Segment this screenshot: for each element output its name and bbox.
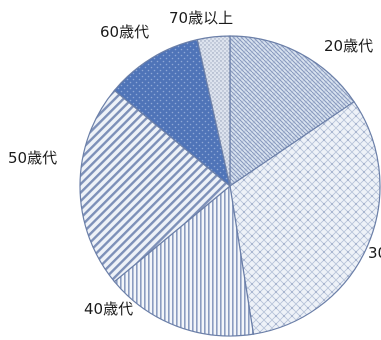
slice-50s (79, 89, 231, 283)
slice-70s (196, 35, 231, 187)
slice-label-20s: 20歳代 (324, 37, 373, 55)
slice-label-50s: 50歳代 (8, 149, 57, 167)
slice-label-60s: 60歳代 (100, 23, 149, 41)
pie-slices (79, 35, 381, 337)
slice-40s (113, 184, 255, 337)
slice-label-40s: 40歳代 (84, 300, 133, 318)
slice-60s (113, 38, 231, 188)
slice-label-30s: 30歳代 (368, 244, 381, 262)
slice-label-70s: 70歳以上 (169, 9, 233, 27)
slice-30s (229, 100, 381, 335)
slice-20s (229, 35, 355, 188)
pie-labels: 20歳代 30歳代 40歳代 50歳代 60歳代 70歳以上 (8, 9, 381, 318)
